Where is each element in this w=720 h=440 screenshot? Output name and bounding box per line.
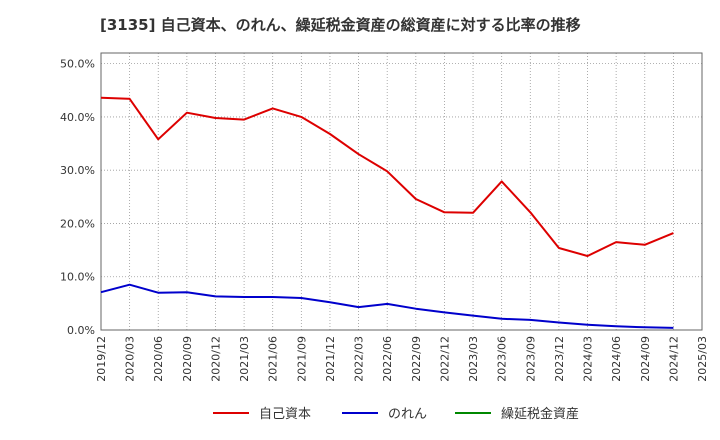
series-line-0 <box>100 96 674 257</box>
x-tick-label: 2022/06 <box>381 336 394 382</box>
x-tick-label: 2025/03 <box>696 336 709 382</box>
x-axis: 2019/12 2020/03 2020/06 2020/09 2020/12 2021/… <box>95 336 709 382</box>
legend-label-2: 繰延税金資産 <box>501 406 579 422</box>
y-axis: 0.0% 10.0% 20.0% 30.0% 40.0% 50.0% <box>60 58 95 337</box>
x-tick-label: 2020/12 <box>209 336 222 382</box>
x-tick-label: 2023/09 <box>524 336 537 382</box>
y-tick-label: 30.0% <box>60 164 95 177</box>
y-tick-label: 40.0% <box>60 111 95 124</box>
x-tick-label: 2022/09 <box>410 336 423 382</box>
x-tick-label: 2019/12 <box>95 336 108 382</box>
legend-label-0: 自己資本 <box>259 407 311 422</box>
x-tick-label: 2020/09 <box>181 336 194 382</box>
x-tick-label: 2024/03 <box>582 336 595 382</box>
x-tick-label: 2020/06 <box>152 336 165 382</box>
x-tick-label: 2021/12 <box>324 336 337 382</box>
series-line-1 <box>100 283 674 329</box>
x-tick-label: 2020/03 <box>124 336 137 382</box>
x-tick-label: 2021/06 <box>267 336 280 382</box>
x-tick-label: 2022/03 <box>353 336 366 382</box>
y-tick-label: 20.0% <box>60 217 95 230</box>
legend-label-1: のれん <box>388 407 427 422</box>
plot-frame <box>100 52 703 331</box>
x-tick-label: 2023/06 <box>496 336 509 382</box>
grid-lines <box>101 53 702 330</box>
y-tick-label: 50.0% <box>60 58 95 71</box>
x-tick-label: 2021/03 <box>238 336 251 382</box>
x-tick-label: 2022/12 <box>438 336 451 382</box>
series-lines <box>100 96 674 329</box>
x-tick-label: 2024/09 <box>639 336 652 382</box>
x-tick-label: 2021/09 <box>295 336 308 382</box>
x-tick-label: 2024/06 <box>610 336 623 382</box>
legend: 自己資本 のれん 繰延税金資産 <box>213 406 579 422</box>
y-tick-label: 0.0% <box>67 324 95 337</box>
x-tick-label: 2023/03 <box>467 336 480 382</box>
plot-area <box>101 53 702 330</box>
x-tick-label: 2023/12 <box>553 336 566 382</box>
x-tick-label: 2024/12 <box>667 336 680 382</box>
y-tick-label: 10.0% <box>60 271 95 284</box>
chart-title: [3135] 自己資本、のれん、繰延税金資産の総資産に対する比率の推移 <box>100 16 581 34</box>
